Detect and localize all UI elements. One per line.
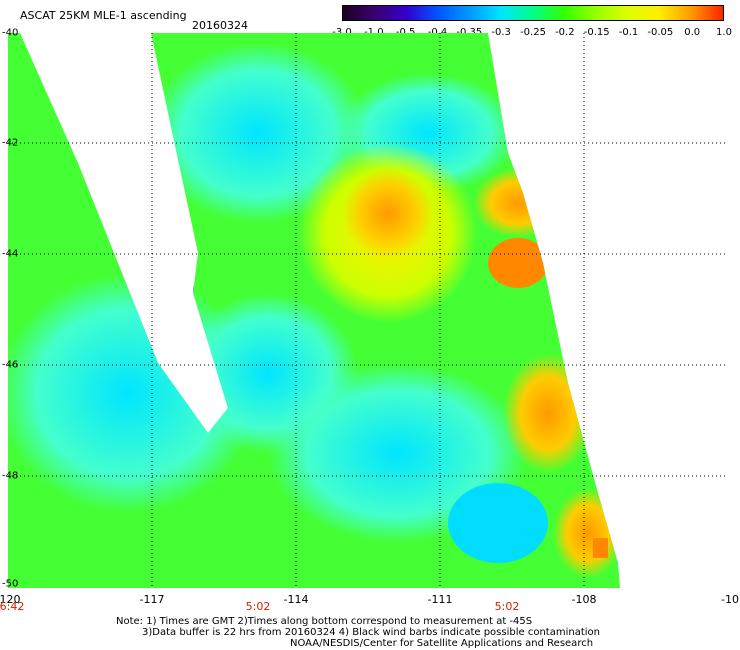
color-scale-bar bbox=[342, 5, 724, 21]
color-scale-label: -0.25 bbox=[520, 27, 546, 38]
color-scale-label: -0.1 bbox=[618, 27, 639, 38]
color-scale-label: -0.05 bbox=[647, 27, 674, 38]
color-scale-label: -1.0 bbox=[364, 27, 384, 38]
x-tick-5: -108 bbox=[571, 593, 597, 606]
x-tick-1: -120 bbox=[0, 593, 21, 606]
y-tick-1: -40 bbox=[2, 27, 19, 39]
time-label-3: 5:02 bbox=[494, 600, 520, 613]
x-tick-2: -117 bbox=[139, 593, 165, 606]
y-tick-4: -46 bbox=[2, 359, 19, 371]
color-scale-label: -0.35 bbox=[456, 27, 483, 38]
data-swath bbox=[8, 33, 620, 588]
note-line-2: 3)Data buffer is 22 hrs from 20160324 4)… bbox=[142, 627, 600, 638]
x-tick-4: -111 bbox=[427, 593, 453, 606]
x-tick-6: -10 bbox=[721, 593, 739, 606]
time-label-2: 5:02 bbox=[245, 600, 271, 613]
y-tick-5: -48 bbox=[2, 470, 19, 482]
color-scale-label: -0.5 bbox=[395, 27, 416, 38]
time-label-1: 6:42 bbox=[0, 600, 25, 613]
y-tick-3: -44 bbox=[2, 248, 19, 260]
color-scale-label: -0.2 bbox=[555, 27, 575, 38]
x-tick-3: -114 bbox=[283, 593, 309, 606]
color-scale-label: -0.15 bbox=[583, 27, 610, 38]
grid-lines bbox=[8, 33, 728, 588]
color-scale-label: 1.0 bbox=[716, 27, 732, 38]
color-scale-label: -3.0 bbox=[332, 27, 352, 38]
color-scale-label: -0.4 bbox=[427, 27, 448, 38]
map-date: 20160324 bbox=[192, 19, 248, 32]
swath-map bbox=[8, 33, 728, 588]
y-tick-6: -50 bbox=[2, 578, 19, 590]
note-line-1: Note: 1) Times are GMT 2)Times along bot… bbox=[116, 616, 533, 627]
note-line-3: NOAA/NESDIS/Center for Satellite Applica… bbox=[290, 638, 594, 649]
color-scale-label: -0.3 bbox=[491, 27, 511, 38]
map-title: ASCAT 25KM MLE-1 ascending bbox=[20, 9, 187, 22]
color-scale-label: 0.0 bbox=[684, 27, 701, 38]
y-tick-2: -42 bbox=[2, 137, 19, 149]
